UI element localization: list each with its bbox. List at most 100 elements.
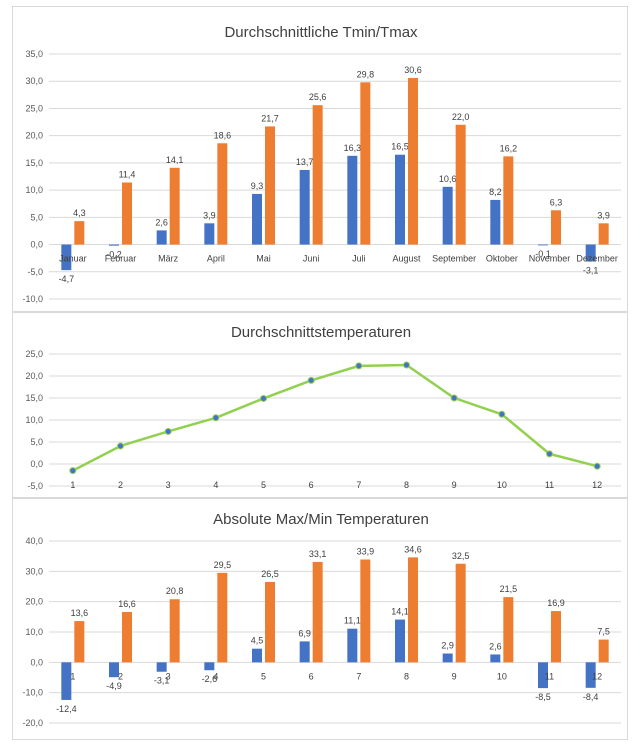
bar-min <box>490 654 501 663</box>
data-point <box>307 376 315 384</box>
data-label: 11,4 <box>119 169 136 179</box>
data-label: -12,4 <box>56 704 77 714</box>
bar-tmin <box>585 244 596 262</box>
data-label: 21,5 <box>500 584 518 594</box>
bar-tmin <box>538 244 548 246</box>
x-category-label: 9 <box>452 480 457 490</box>
data-point <box>164 427 172 435</box>
x-category-label: 7 <box>356 480 361 490</box>
bar-tmax <box>408 77 418 245</box>
data-label: 8,2 <box>489 187 502 197</box>
y-tick-label: 5,0 <box>30 212 43 222</box>
data-label: 2,9 <box>441 641 454 651</box>
data-label: 14,1 <box>391 607 409 617</box>
x-category-label: 8 <box>404 480 409 490</box>
x-category-label: Dezember <box>576 254 618 264</box>
y-tick-label: -10,0 <box>22 688 43 698</box>
x-category-label: 10 <box>497 671 507 681</box>
data-label: 16,2 <box>500 143 518 153</box>
bar-max <box>551 611 561 663</box>
x-category-label: Juni <box>303 254 320 264</box>
x-category-label: 7 <box>356 671 361 681</box>
chart-panel-absolute: Absolute Max/Min Temperaturen -20,0 -10,0… <box>12 498 628 740</box>
data-label: 30,6 <box>404 65 422 75</box>
data-point <box>593 462 601 470</box>
y-tick-label: -10,0 <box>22 294 43 304</box>
y-tick-label: -5,0 <box>27 481 43 491</box>
bar-min <box>156 662 167 672</box>
x-category-label: 12 <box>592 480 602 490</box>
bar-tmin <box>347 155 358 245</box>
x-category-label: 11 <box>545 480 554 490</box>
data-label: 2,6 <box>489 641 502 651</box>
data-label: 6,3 <box>550 197 563 207</box>
data-label: 3,9 <box>597 210 610 220</box>
bar-tmax <box>169 167 180 245</box>
data-label: 11,1 <box>344 616 361 626</box>
data-point <box>117 442 124 450</box>
x-category-label: 5 <box>261 480 266 490</box>
chart-absolute-max-min: Absolute Max/Min Temperaturen -20,0 -10,0… <box>22 511 621 728</box>
data-point <box>260 394 267 402</box>
data-label: 29,5 <box>214 560 232 570</box>
data-label: 9,3 <box>251 181 264 191</box>
data-label: 18,6 <box>214 130 232 140</box>
y-tick-label: 35,0 <box>25 49 43 59</box>
x-category-label: Februar <box>105 254 137 264</box>
data-label: -3,1 <box>583 265 599 275</box>
data-point <box>212 414 220 422</box>
data-label: -8,4 <box>583 692 599 702</box>
bar-max <box>455 563 466 663</box>
bar-tmin <box>490 199 501 245</box>
data-point <box>498 410 506 418</box>
data-label: -4,9 <box>106 681 122 691</box>
data-label: 7,5 <box>597 627 610 637</box>
data-point <box>69 467 77 475</box>
data-label: -0,1 <box>535 249 551 259</box>
x-category-label: 2 <box>118 480 123 490</box>
bar-min <box>395 619 405 663</box>
bar-tmin <box>442 186 453 245</box>
x-category-label: 8 <box>404 671 409 681</box>
x-category-label: 2 <box>118 671 123 681</box>
x-category-label: November <box>529 254 571 264</box>
bar-tmin <box>395 154 405 245</box>
data-label: 34,6 <box>404 544 422 554</box>
x-category-label: 10 <box>497 480 507 490</box>
x-category-label: 6 <box>309 480 314 490</box>
bar-max <box>265 581 275 663</box>
x-category-label: 4 <box>213 480 218 490</box>
x-category-label: 11 <box>545 671 554 681</box>
bar-tmax <box>265 126 275 245</box>
bar-tmin <box>299 169 310 245</box>
data-label: 22,0 <box>452 112 470 122</box>
x-category-label: 12 <box>592 671 602 681</box>
bar-max <box>169 599 180 663</box>
x-category-label: 5 <box>261 671 266 681</box>
bar-min <box>442 653 453 663</box>
bar-min <box>347 628 358 663</box>
y-tick-label: 0,0 <box>30 459 43 469</box>
bar-max <box>360 559 371 663</box>
x-category-label: 6 <box>309 671 314 681</box>
bar-min <box>109 662 119 678</box>
data-label: 10,6 <box>439 174 457 184</box>
x-category-label: März <box>158 254 178 264</box>
data-label: 21,7 <box>261 113 279 123</box>
x-category-label: 4 <box>213 671 218 681</box>
data-label: 4,5 <box>251 636 264 646</box>
bar-min <box>585 662 596 688</box>
data-label: 13,6 <box>71 608 89 618</box>
bar-tmax <box>551 210 561 245</box>
bar-tmax <box>503 156 514 245</box>
data-label: 14,1 <box>166 155 184 165</box>
data-point <box>546 450 553 458</box>
y-tick-label: 10,0 <box>25 627 43 637</box>
y-tick-label: 25,0 <box>25 103 43 113</box>
y-tick-label: 10,0 <box>25 415 43 425</box>
y-tick-label: 5,0 <box>30 437 43 447</box>
data-label: 4,3 <box>73 208 86 218</box>
bar-tmin <box>204 223 215 245</box>
data-label: 16,9 <box>547 598 565 608</box>
y-tick-label: 30,0 <box>25 76 43 86</box>
